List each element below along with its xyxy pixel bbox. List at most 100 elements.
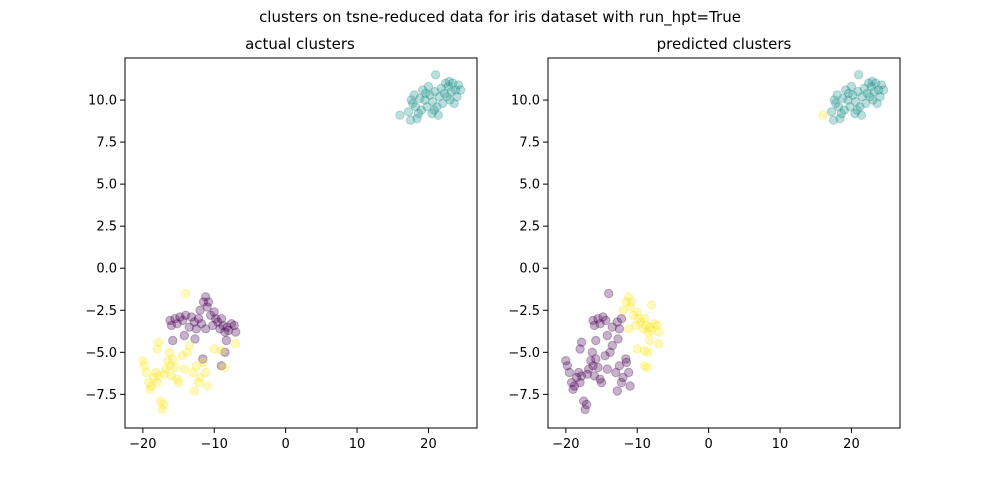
actual-clusters-point (448, 78, 458, 88)
actual-clusters-point (158, 399, 169, 410)
predicted-clusters-point (873, 85, 884, 95)
predicted-clusters-point (624, 324, 634, 334)
predicted-clusters-point (611, 367, 621, 378)
predicted-clusters-point (878, 85, 889, 95)
actual-clusters-point (420, 95, 430, 105)
predicted-clusters-y-tick-label: 7.5 (519, 136, 540, 151)
predicted-clusters-point (638, 324, 648, 334)
actual-clusters-point (223, 325, 234, 336)
actual-clusters-point (455, 85, 466, 95)
actual-clusters-point (196, 319, 207, 329)
actual-clusters-point (436, 83, 446, 94)
predicted-clusters-point (843, 95, 853, 105)
actual-clusters-point (151, 367, 161, 378)
predicted-clusters-point (575, 377, 585, 388)
predicted-clusters-point (859, 83, 869, 94)
predicted-clusters-point (596, 377, 607, 388)
actual-clusters-point (156, 396, 166, 406)
predicted-clusters-x-tick-label: −10 (624, 437, 651, 452)
actual-clusters-point (188, 367, 198, 378)
predicted-clusters-point (624, 367, 634, 378)
actual-clusters-point (446, 86, 456, 97)
actual-clusters-point (181, 310, 191, 320)
predicted-clusters-x-tick-label: 20 (843, 437, 860, 452)
actual-clusters-point (138, 356, 148, 366)
predicted-clusters-point (871, 78, 881, 88)
predicted-clusters-axes: −20 −10 0 10 20 −7.5 −5.0 −2.5 0.0 2.5 5.0 7.5 10.0 (508, 94, 859, 452)
predicted-clusters-point (652, 320, 662, 331)
actual-clusters-point (438, 98, 448, 109)
actual-clusters-point (190, 334, 200, 344)
predicted-clusters-point (639, 345, 650, 356)
actual-clusters-point (193, 377, 204, 388)
predicted-clusters-point (832, 90, 842, 100)
actual-clusters-point (166, 320, 177, 331)
predicted-clusters-point (612, 386, 622, 396)
predicted-clusters-point (646, 325, 657, 336)
actual-clusters-point (439, 88, 449, 99)
actual-clusters-point (201, 324, 211, 334)
predicted-clusters-point (575, 344, 585, 354)
actual-clusters-point (420, 88, 431, 99)
actual-clusters-point (418, 85, 428, 95)
actual-clusters-point (412, 113, 422, 124)
actual-clusters-point (422, 102, 432, 112)
actual-clusters-point (410, 102, 421, 112)
actual-clusters-point (423, 81, 434, 92)
predicted-clusters-point (588, 315, 598, 326)
predicted-clusters-point (646, 300, 657, 310)
predicted-clusters-point (643, 347, 653, 357)
predicted-clusters-point (631, 320, 641, 331)
predicted-clusters-point (624, 292, 634, 302)
predicted-clusters-point (591, 354, 601, 364)
actual-clusters-point (453, 80, 464, 90)
actual-clusters-point (170, 362, 180, 373)
actual-clusters-point (442, 92, 452, 102)
predicted-clusters-point (829, 95, 839, 105)
predicted-clusters-point (625, 381, 635, 391)
actual-clusters-point (216, 361, 227, 371)
predicted-clusters-y-tick-label: 10.0 (511, 94, 540, 109)
predicted-clusters-point (602, 364, 612, 374)
predicted-clusters-frame (547, 57, 901, 429)
predicted-clusters-point (636, 317, 646, 327)
actual-clusters-point (449, 98, 459, 109)
actual-clusters-point (184, 340, 195, 351)
actual-clusters-y-tick-label: 10.0 (88, 94, 117, 109)
actual-clusters-point (165, 361, 175, 371)
predicted-clusters-point (581, 399, 592, 410)
actual-clusters-point (430, 70, 441, 80)
actual-clusters-point (172, 319, 182, 329)
predicted-clusters-point (853, 70, 864, 80)
actual-clusters-point (221, 335, 232, 346)
predicted-clusters-point (626, 297, 637, 307)
predicted-clusters-point (589, 371, 600, 381)
predicted-clusters-point (574, 367, 584, 378)
predicted-clusters-point (625, 302, 635, 312)
predicted-clusters-point (649, 319, 660, 329)
predicted-clusters-point (861, 98, 871, 109)
actual-clusters-axes: −20 −10 0 10 20 −7.5 −5.0 −2.5 0.0 2.5 5.0 7.5 10.0 (85, 94, 436, 452)
actual-clusters-point (409, 90, 419, 100)
actual-clusters-point (153, 371, 164, 381)
predicted-clusters-point (576, 371, 587, 381)
actual-clusters-point (425, 90, 435, 100)
predicted-clusters-point (841, 85, 851, 95)
actual-clusters-point (216, 314, 227, 324)
predicted-clusters-point (654, 327, 664, 337)
actual-clusters-point (450, 85, 461, 95)
actual-clusters-point (403, 107, 414, 117)
predicted-clusters-point (569, 381, 580, 391)
predicted-clusters-point (593, 314, 603, 324)
actual-clusters-point (141, 367, 152, 378)
predicted-clusters-point (580, 404, 590, 415)
actual-clusters-point (440, 78, 451, 88)
predicted-clusters-point (613, 334, 623, 344)
actual-clusters-point (193, 314, 204, 324)
predicted-clusters-point (876, 80, 887, 90)
actual-clusters-point (209, 344, 219, 354)
predicted-clusters-point (641, 320, 651, 331)
actual-clusters-point (168, 335, 178, 346)
predicted-clusters-point (616, 314, 627, 324)
